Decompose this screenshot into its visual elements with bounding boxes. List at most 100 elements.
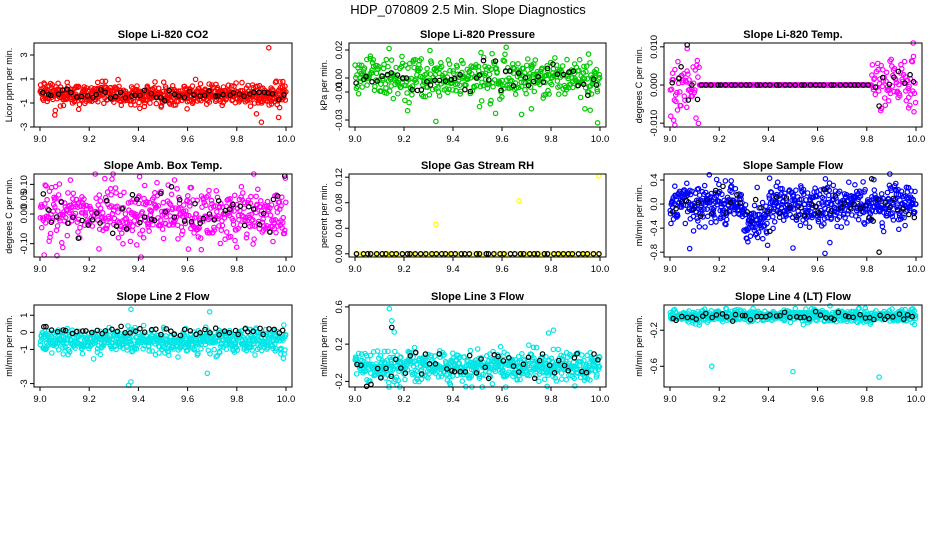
points-layer xyxy=(667,40,919,128)
y-tick-label: 0.00 xyxy=(334,69,345,88)
data-point xyxy=(516,198,522,204)
data-point xyxy=(670,117,677,124)
x-tick-label: 9.0 xyxy=(33,134,46,145)
y-tick-label: 0.2 xyxy=(334,338,345,351)
data-point xyxy=(822,176,829,182)
data-point xyxy=(752,196,759,203)
data-point xyxy=(247,103,254,110)
data-point xyxy=(545,330,552,336)
data-point xyxy=(99,78,106,85)
data-point xyxy=(275,114,282,121)
data-point xyxy=(519,350,525,357)
data-point xyxy=(489,380,496,387)
data-point xyxy=(570,68,577,75)
y-tick-label: 0.010 xyxy=(649,35,660,59)
data-point xyxy=(460,60,466,67)
data-point xyxy=(367,55,373,62)
chart-title: Slope Amb. Box Temp. xyxy=(104,160,223,172)
data-point xyxy=(467,347,474,354)
data-point xyxy=(388,324,395,331)
data-point xyxy=(107,95,114,101)
data-point xyxy=(423,71,430,77)
data-point xyxy=(540,79,547,85)
data-point xyxy=(238,183,245,190)
data-point xyxy=(160,79,167,86)
data-point xyxy=(528,106,535,112)
data-point xyxy=(559,63,566,69)
data-point xyxy=(146,228,152,234)
data-point xyxy=(67,177,74,183)
y-axis-label: percent per min. xyxy=(319,183,329,248)
data-point xyxy=(577,94,584,101)
data-point xyxy=(353,371,360,377)
data-point xyxy=(228,83,235,89)
data-point xyxy=(593,66,600,73)
x-tick-label: 9.2 xyxy=(713,264,726,275)
data-point xyxy=(404,90,410,96)
data-point xyxy=(902,222,908,229)
data-point xyxy=(446,61,453,67)
data-point xyxy=(107,185,114,192)
y-axis-label: ml/min per min. xyxy=(319,315,329,377)
data-point xyxy=(684,68,690,74)
data-point xyxy=(511,65,518,72)
data-point xyxy=(40,191,47,197)
data-point xyxy=(206,81,212,87)
data-point xyxy=(281,92,287,98)
y-tick-label: 0 xyxy=(19,330,30,335)
data-point xyxy=(250,241,256,247)
data-point xyxy=(555,91,562,98)
data-point xyxy=(132,102,138,108)
data-point xyxy=(548,81,555,88)
data-point xyxy=(122,94,129,101)
chart-title: Slope Line 4 (LT) Flow xyxy=(735,291,851,303)
data-point xyxy=(282,83,288,90)
data-point xyxy=(539,65,545,72)
data-point xyxy=(102,175,108,182)
data-point xyxy=(695,74,701,80)
data-point xyxy=(871,187,878,193)
data-point xyxy=(252,352,258,358)
data-point xyxy=(112,185,119,191)
data-point xyxy=(128,93,135,99)
data-point xyxy=(596,74,603,81)
data-point xyxy=(75,106,82,113)
data-point xyxy=(695,120,702,127)
data-point xyxy=(112,93,119,100)
data-point xyxy=(127,238,134,245)
data-point xyxy=(479,79,485,86)
data-point xyxy=(122,211,129,217)
data-point xyxy=(134,242,140,248)
data-point xyxy=(108,192,114,198)
data-point xyxy=(134,83,140,89)
data-point xyxy=(98,87,104,93)
x-tick-label: 9.4 xyxy=(446,394,459,405)
data-point xyxy=(531,88,538,95)
data-point xyxy=(125,323,131,329)
data-point xyxy=(754,184,761,191)
data-point xyxy=(117,89,124,96)
x-tick-label: 9.6 xyxy=(495,264,508,275)
data-point xyxy=(280,355,287,362)
x-tick-label: 9.2 xyxy=(397,394,410,405)
data-point xyxy=(532,57,539,63)
data-point xyxy=(530,71,537,78)
data-point xyxy=(503,44,510,51)
data-point xyxy=(53,227,60,234)
data-point xyxy=(248,193,254,200)
data-point xyxy=(141,87,148,94)
data-point xyxy=(544,383,551,390)
data-point xyxy=(462,86,468,93)
data-point xyxy=(64,232,71,239)
data-point xyxy=(375,64,382,70)
data-point xyxy=(406,99,412,106)
data-point xyxy=(822,250,828,257)
data-point xyxy=(361,65,368,71)
data-point xyxy=(211,346,217,353)
data-point xyxy=(728,178,735,184)
x-tick-label: 9.2 xyxy=(713,394,726,405)
data-point xyxy=(442,70,448,77)
y-tick-label: 0.0 xyxy=(649,197,660,210)
data-point xyxy=(270,238,276,245)
